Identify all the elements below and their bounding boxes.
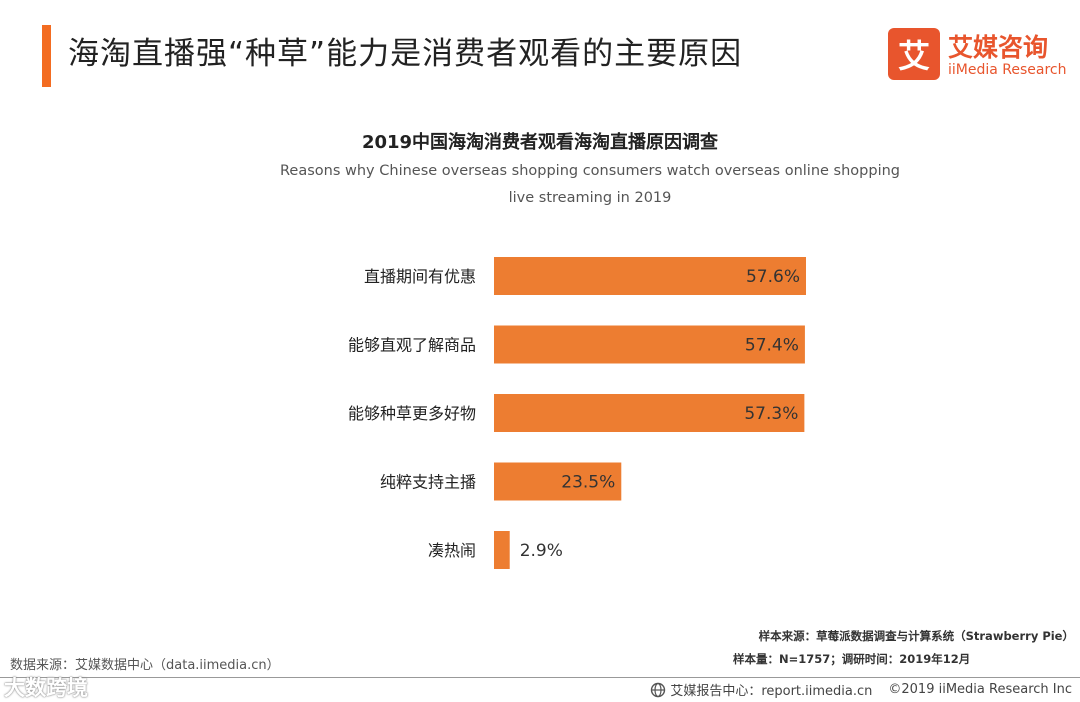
- bar: [494, 531, 510, 569]
- sample-size: 样本量：N=1757；调研时间：2019年12月: [733, 652, 971, 666]
- value-label: 57.6%: [746, 267, 800, 287]
- footer-credits: 艾媒报告中心：report.iimedia.cn ©2019 iiMedia R…: [650, 680, 1072, 699]
- sample-source: 样本来源：草莓派数据调查与计算系统（Strawberry Pie）: [758, 629, 1074, 643]
- data-source: 数据来源：艾媒数据中心（data.iimedia.cn）: [10, 658, 280, 673]
- copyright: ©2019 iiMedia Research Inc: [888, 682, 1072, 697]
- bar: [494, 325, 805, 364]
- page-title: 海淘直播强“种草”能力是消费者观看的主要原因: [68, 36, 743, 72]
- brand-logo-icon: 艾: [888, 28, 940, 80]
- category-label: 凑热闹: [428, 541, 476, 560]
- watermark: 大数跨境: [4, 676, 88, 700]
- title-accent-bar: [42, 25, 51, 87]
- value-label: 2.9%: [520, 541, 563, 561]
- category-label: 能够直观了解商品: [348, 336, 476, 355]
- brand-name-cn: 艾媒咨询: [948, 33, 1049, 62]
- chart-title: 2019中国海淘消费者观看海淘直播原因调查: [361, 132, 719, 153]
- bar: [494, 257, 806, 295]
- footer-divider: [0, 677, 1080, 678]
- category-label: 纯粹支持主播: [380, 473, 476, 492]
- value-label: 23.5%: [561, 473, 615, 493]
- chart-subtitle: Reasons why Chinese overseas shopping co…: [280, 163, 900, 206]
- value-label: 57.3%: [744, 404, 798, 424]
- bar: [494, 462, 622, 501]
- value-label: 57.4%: [745, 336, 799, 356]
- brand-logo-block[interactable]: 艾 艾媒咨询 iiMedia Research: [888, 28, 1068, 84]
- category-label: 直播期间有优惠: [364, 267, 476, 286]
- brand-name-en: iiMedia Research: [948, 62, 1067, 78]
- category-label: 能够种草更多好物: [348, 404, 476, 423]
- report-center-link[interactable]: 艾媒报告中心：report.iimedia.cn: [670, 684, 873, 699]
- bar: [494, 394, 805, 432]
- globe-icon: [651, 682, 666, 697]
